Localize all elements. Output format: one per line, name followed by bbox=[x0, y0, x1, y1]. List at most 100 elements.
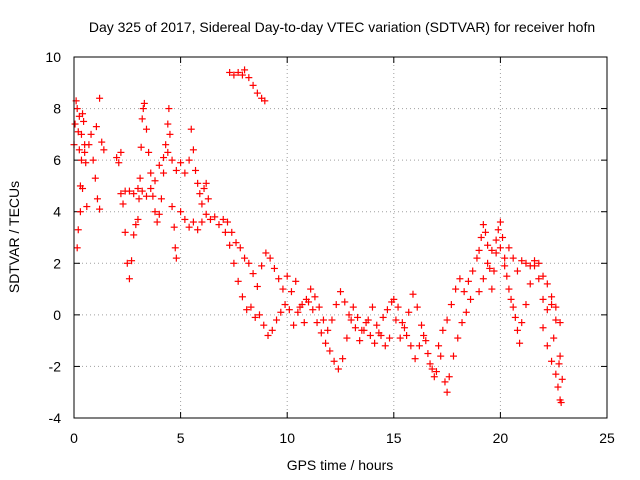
data-point bbox=[341, 298, 349, 306]
data-point bbox=[343, 334, 351, 342]
data-point bbox=[469, 267, 477, 275]
data-point bbox=[147, 185, 155, 193]
data-point bbox=[543, 280, 551, 288]
data-point bbox=[535, 275, 543, 283]
data-point bbox=[501, 254, 509, 262]
data-point bbox=[556, 352, 564, 360]
data-point bbox=[172, 254, 180, 262]
data-point bbox=[548, 301, 556, 309]
data-point bbox=[117, 148, 125, 156]
data-point bbox=[398, 319, 406, 327]
data-point bbox=[422, 337, 430, 345]
data-point bbox=[264, 331, 272, 339]
data-point bbox=[354, 313, 362, 321]
data-point bbox=[518, 319, 526, 327]
data-point bbox=[155, 210, 163, 218]
y-tick-label: -2 bbox=[49, 358, 62, 374]
data-point bbox=[526, 280, 534, 288]
data-point bbox=[168, 156, 176, 164]
data-point bbox=[73, 105, 81, 113]
data-point bbox=[535, 259, 543, 267]
data-point bbox=[424, 350, 432, 358]
data-point bbox=[337, 288, 344, 296]
data-point bbox=[130, 231, 138, 239]
data-point bbox=[132, 221, 140, 229]
data-point bbox=[279, 285, 287, 293]
data-point bbox=[189, 218, 197, 226]
data-point bbox=[194, 179, 202, 187]
data-point bbox=[420, 331, 428, 339]
data-point bbox=[234, 68, 242, 76]
data-point bbox=[130, 190, 138, 198]
data-point bbox=[268, 326, 276, 334]
data-point bbox=[386, 334, 394, 342]
data-point bbox=[394, 303, 402, 311]
data-point bbox=[260, 321, 268, 329]
data-point bbox=[253, 282, 261, 290]
data-point bbox=[351, 324, 359, 332]
data-point bbox=[238, 293, 246, 301]
data-point bbox=[499, 234, 507, 241]
data-point bbox=[204, 195, 212, 203]
x-tick-label: 15 bbox=[386, 430, 402, 446]
data-point bbox=[307, 285, 315, 293]
data-point bbox=[452, 285, 460, 293]
data-point bbox=[91, 174, 99, 182]
y-tick-label: 8 bbox=[53, 101, 61, 117]
data-point bbox=[189, 146, 197, 154]
data-point bbox=[261, 97, 269, 105]
data-point bbox=[224, 218, 232, 226]
data-point bbox=[390, 295, 398, 303]
data-point bbox=[71, 120, 79, 128]
data-point bbox=[403, 331, 411, 339]
x-tick-label: 25 bbox=[599, 430, 615, 446]
data-point bbox=[488, 285, 496, 293]
data-point bbox=[135, 195, 143, 203]
data-point bbox=[115, 159, 123, 167]
data-point bbox=[270, 264, 278, 272]
y-tick-label: 4 bbox=[53, 204, 61, 220]
data-point bbox=[121, 228, 129, 236]
data-point bbox=[345, 311, 353, 319]
data-point bbox=[232, 239, 240, 247]
data-point bbox=[381, 342, 389, 350]
data-point bbox=[253, 89, 261, 97]
data-point bbox=[249, 81, 257, 89]
data-point bbox=[155, 161, 163, 169]
data-point bbox=[165, 105, 173, 113]
plot-frame bbox=[73, 56, 608, 419]
data-point bbox=[196, 190, 204, 198]
data-point bbox=[479, 221, 487, 229]
data-point bbox=[315, 303, 323, 311]
data-point bbox=[119, 200, 127, 208]
data-point bbox=[366, 331, 374, 339]
data-point bbox=[230, 71, 238, 79]
data-point bbox=[125, 275, 133, 283]
data-point bbox=[441, 378, 449, 386]
y-tick-label: 0 bbox=[53, 307, 61, 323]
data-point bbox=[375, 329, 383, 337]
data-point bbox=[215, 221, 223, 229]
data-point bbox=[513, 267, 521, 275]
data-point bbox=[221, 228, 229, 236]
data-point bbox=[89, 156, 97, 164]
data-point bbox=[277, 308, 285, 316]
data-point bbox=[251, 313, 259, 321]
data-point bbox=[426, 360, 434, 368]
data-point bbox=[437, 352, 445, 360]
data-point bbox=[490, 267, 498, 275]
data-point bbox=[317, 329, 325, 337]
data-point bbox=[168, 203, 176, 211]
data-point bbox=[332, 301, 340, 309]
data-point bbox=[396, 334, 404, 342]
data-point bbox=[458, 319, 466, 327]
data-point bbox=[202, 179, 210, 187]
data-point bbox=[356, 337, 364, 345]
data-point bbox=[305, 298, 313, 306]
data-point bbox=[509, 303, 517, 311]
data-point bbox=[140, 99, 148, 107]
data-point bbox=[247, 303, 255, 311]
data-point bbox=[96, 94, 104, 102]
data-point bbox=[87, 130, 95, 138]
data-point bbox=[157, 195, 165, 203]
